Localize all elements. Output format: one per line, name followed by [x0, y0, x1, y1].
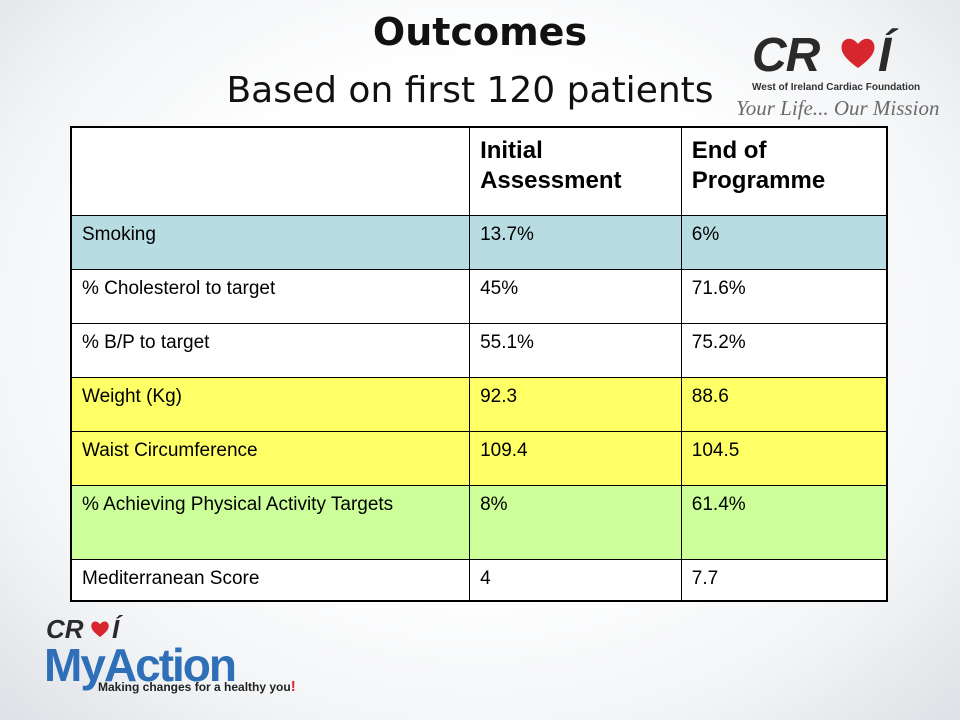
table-row: Weight (Kg) 92.3 88.6: [70, 376, 888, 432]
row-end-value: 75.2%: [680, 322, 888, 378]
table-row: Waist Circumference 109.4 104.5: [70, 430, 888, 486]
heart-icon: [91, 621, 109, 637]
row-end-value: 71.6%: [680, 268, 888, 324]
row-label: Waist Circumference: [70, 430, 471, 486]
row-label: % Achieving Physical Activity Targets: [70, 484, 471, 560]
row-end-value: 88.6: [680, 376, 888, 432]
row-end-value: 104.5: [680, 430, 888, 486]
heart-icon: [841, 38, 875, 68]
table-row: Smoking 13.7% 6%: [70, 214, 888, 270]
croi-foundation-name: West of Ireland Cardiac Foundation: [752, 82, 921, 93]
croi-logo-text: CR: [752, 29, 820, 82]
myaction-tagline-text: Making changes for a healthy you: [98, 680, 291, 694]
row-label: Weight (Kg): [70, 376, 471, 432]
row-end-value: 7.7: [680, 558, 888, 602]
croi-logo: CR Í West of Ireland Cardiac Foundation …: [736, 28, 942, 124]
row-label: % Cholesterol to target: [70, 268, 471, 324]
myaction-croi-accent: Í: [112, 614, 120, 644]
myaction-tagline: Making changes for a healthy you!: [98, 678, 296, 695]
croi-logo-accent: Í: [878, 29, 892, 82]
slide-title: Outcomes: [372, 10, 588, 54]
table-row: % B/P to target 55.1% 75.2%: [70, 322, 888, 378]
table-header-initial: Initial Assessment: [469, 126, 682, 216]
table-header-end: End of Programme: [680, 126, 888, 216]
table-row: % Achieving Physical Activity Targets 8%…: [70, 484, 888, 560]
row-initial-value: 8%: [469, 484, 682, 560]
table-header-blank: [70, 126, 471, 216]
table-row: Mediterranean Score 4 7.7: [70, 558, 888, 602]
row-initial-value: 92.3: [469, 376, 682, 432]
table-row: % Cholesterol to target 45% 71.6%: [70, 268, 888, 324]
row-initial-value: 55.1%: [469, 322, 682, 378]
row-end-value: 61.4%: [680, 484, 888, 560]
row-initial-value: 45%: [469, 268, 682, 324]
myaction-logo: CR Í MyAction Making changes for a healt…: [40, 614, 320, 704]
table-header-row: Initial Assessment End of Programme: [70, 126, 888, 216]
croi-tagline: Your Life... Our Mission: [736, 96, 940, 120]
row-label: Mediterranean Score: [70, 558, 471, 602]
row-initial-value: 4: [469, 558, 682, 602]
row-label: Smoking: [70, 214, 471, 270]
myaction-product-name: MyAction: [44, 639, 237, 691]
row-label: % B/P to target: [70, 322, 471, 378]
row-initial-value: 109.4: [469, 430, 682, 486]
row-end-value: 6%: [680, 214, 888, 270]
myaction-croi-text: CR: [46, 614, 84, 644]
slide-subtitle: Based on first 120 patients: [226, 70, 714, 111]
row-initial-value: 13.7%: [469, 214, 682, 270]
outcomes-table: Initial Assessment End of Programme Smok…: [70, 126, 888, 602]
myaction-exclaim: !: [290, 678, 296, 695]
